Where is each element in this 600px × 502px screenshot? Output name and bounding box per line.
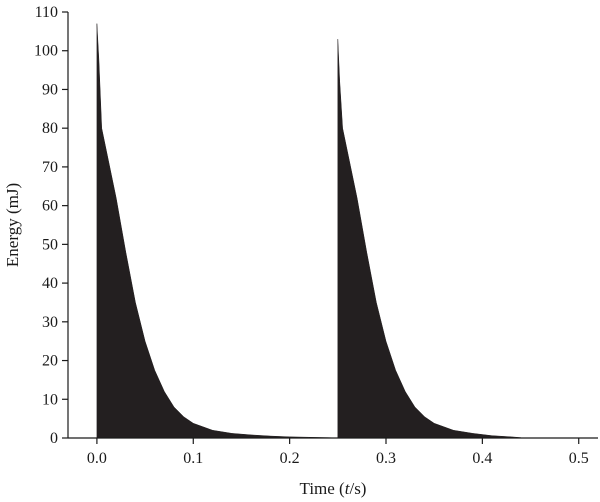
x-tick-label: 0.3: [376, 450, 396, 467]
x-tick-label: 0.1: [183, 450, 203, 467]
y-tick-label: 80: [42, 120, 58, 137]
y-tick-label: 50: [42, 236, 58, 253]
y-tick-label: 10: [42, 391, 58, 408]
axes: [67, 12, 598, 439]
x-axis-title-var: t: [345, 479, 351, 498]
y-tick-label: 100: [34, 43, 58, 60]
y-ticks: 0 10 20 30 40 50 60 70 80 90 100 110: [34, 4, 68, 447]
y-tick-label: 30: [42, 314, 58, 331]
y-tick-label: 20: [42, 353, 58, 370]
y-tick-label: 60: [42, 198, 58, 215]
y-tick-label: 0: [50, 430, 58, 447]
y-tick-label: 110: [35, 4, 58, 21]
x-axis-title-suffix: /s): [349, 479, 366, 498]
y-axis-title: Energy (mJ): [3, 183, 22, 267]
data-areas: [96, 23, 522, 439]
x-axis-title-prefix: Time (: [300, 479, 346, 498]
x-ticks: 0.0 0.1 0.2 0.3 0.4 0.5: [87, 438, 589, 467]
x-tick-label: 0.2: [280, 450, 300, 467]
x-tick-label: 0.4: [472, 450, 492, 467]
x-tick-label: 0.0: [87, 450, 107, 467]
x-axis-title: Time (t/s): [300, 479, 367, 498]
y-tick-label: 70: [42, 159, 58, 176]
y-tick-label: 90: [42, 81, 58, 98]
y-tick-label: 40: [42, 275, 58, 292]
energy-pulse-area-1: [96, 23, 338, 439]
x-tick-label: 0.5: [569, 450, 589, 467]
energy-pulse-area-2: [337, 39, 522, 439]
